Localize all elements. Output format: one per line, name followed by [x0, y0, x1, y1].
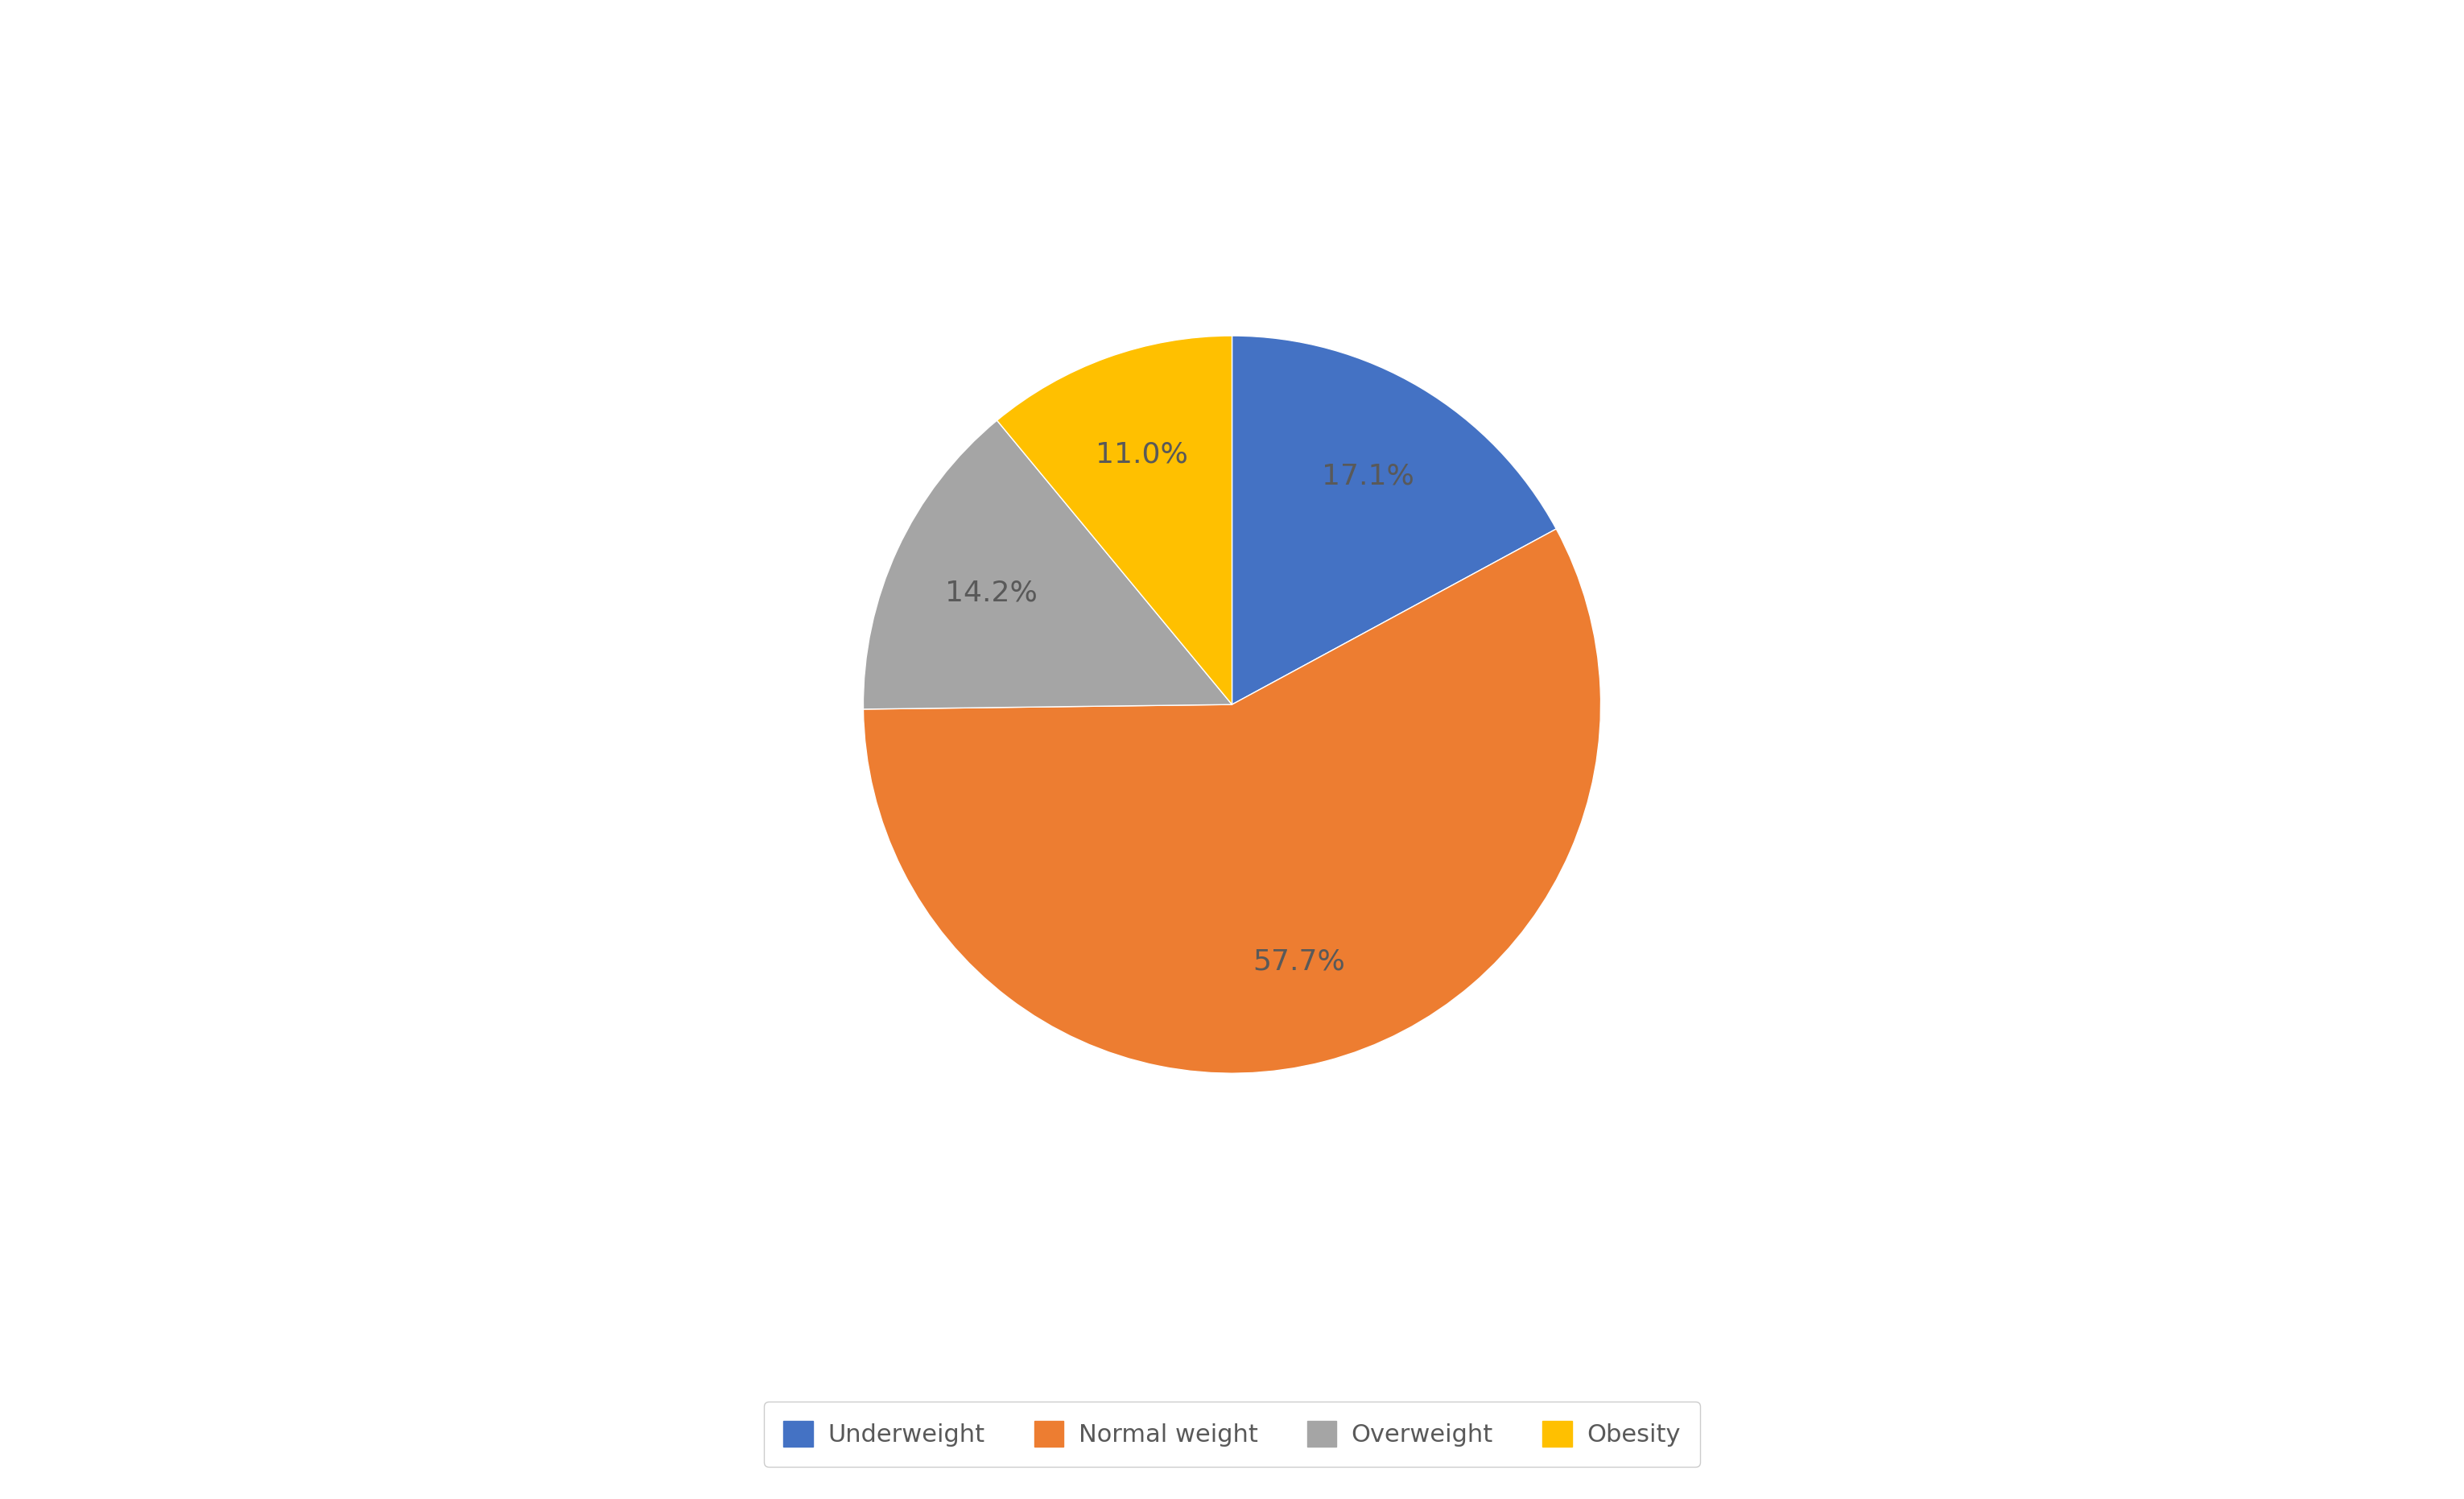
Text: 11.0%: 11.0% [1096, 441, 1188, 468]
Wedge shape [862, 529, 1602, 1073]
Wedge shape [1232, 336, 1557, 705]
Text: 57.7%: 57.7% [1252, 947, 1345, 976]
Text: 14.2%: 14.2% [944, 579, 1037, 607]
Legend: Underweight, Normal weight, Overweight, Obesity: Underweight, Normal weight, Overweight, … [764, 1402, 1700, 1466]
Text: 17.1%: 17.1% [1321, 463, 1414, 490]
Wedge shape [862, 420, 1232, 709]
Wedge shape [998, 336, 1232, 705]
